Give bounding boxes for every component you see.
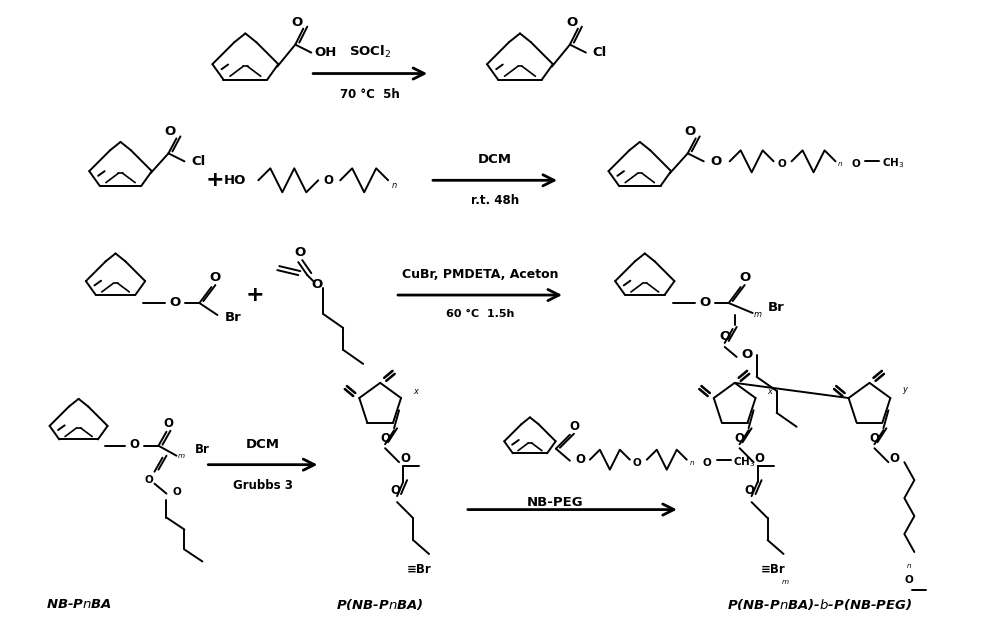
Text: O: O (312, 277, 323, 291)
Text: DCM: DCM (246, 438, 280, 451)
Text: O: O (210, 271, 221, 284)
Text: O: O (777, 159, 786, 170)
Text: $_x$: $_x$ (767, 384, 774, 398)
Text: O: O (170, 295, 181, 309)
Text: O: O (130, 438, 140, 451)
Text: O: O (400, 451, 410, 465)
Text: O: O (739, 271, 750, 284)
Text: r.t. 48h: r.t. 48h (471, 194, 519, 207)
Text: O: O (569, 420, 579, 433)
Text: O: O (295, 246, 306, 258)
Text: SOCl$_2$: SOCl$_2$ (349, 43, 391, 60)
Text: O: O (165, 125, 176, 138)
Text: O: O (745, 484, 755, 497)
Text: O: O (719, 330, 730, 344)
Text: CH$_3$: CH$_3$ (733, 455, 756, 469)
Text: O: O (380, 432, 390, 444)
Text: OH: OH (314, 46, 336, 59)
Text: $_m$: $_m$ (753, 307, 762, 319)
Text: HO: HO (224, 174, 247, 187)
Text: O: O (851, 159, 860, 170)
Text: O: O (699, 295, 710, 309)
Text: NB-PEG: NB-PEG (527, 496, 583, 509)
Text: O: O (735, 432, 745, 444)
Text: $_n$: $_n$ (391, 178, 398, 190)
Text: O: O (292, 16, 303, 29)
Text: NB-P$n$BA: NB-P$n$BA (46, 598, 112, 611)
Text: $_x$: $_x$ (413, 384, 420, 398)
Text: O: O (684, 125, 695, 138)
Text: $_n$: $_n$ (906, 561, 912, 571)
Text: $_y$: $_y$ (902, 384, 909, 398)
Text: P(NB-P$n$BA)-$b$-P(NB-PEG): P(NB-P$n$BA)-$b$-P(NB-PEG) (727, 597, 912, 612)
Text: Cl: Cl (191, 155, 206, 168)
Text: CH$_3$: CH$_3$ (882, 156, 905, 170)
Text: $_m$: $_m$ (781, 577, 790, 587)
Text: Cl: Cl (593, 46, 607, 59)
Text: O: O (710, 155, 721, 168)
Text: $_n$: $_n$ (689, 458, 695, 468)
Text: $_n$: $_n$ (837, 159, 844, 170)
Text: 60 °C  1.5h: 60 °C 1.5h (446, 309, 514, 319)
Text: O: O (905, 575, 914, 585)
Text: O: O (144, 474, 153, 485)
Text: O: O (172, 486, 181, 497)
Text: Br: Br (195, 443, 210, 456)
Text: O: O (889, 451, 899, 465)
Text: P(NB-P$n$BA): P(NB-P$n$BA) (336, 597, 424, 612)
Text: O: O (575, 453, 585, 466)
Text: O: O (632, 458, 641, 468)
Text: O: O (869, 432, 879, 444)
Text: DCM: DCM (478, 153, 512, 166)
Text: O: O (323, 174, 333, 187)
Text: ≡Br: ≡Br (407, 563, 431, 577)
Text: Grubbs 3: Grubbs 3 (233, 479, 293, 491)
Text: O: O (702, 458, 711, 468)
Text: O: O (741, 349, 752, 361)
Text: $_m$: $_m$ (177, 451, 186, 461)
Text: +: + (206, 170, 225, 190)
Text: O: O (566, 16, 578, 29)
Text: Br: Br (225, 311, 242, 323)
Text: 70 °C  5h: 70 °C 5h (340, 88, 400, 100)
Text: CuBr, PMDETA, Aceton: CuBr, PMDETA, Aceton (402, 268, 558, 281)
Text: O: O (755, 451, 765, 465)
Text: O: O (390, 484, 400, 497)
Text: ≡Br: ≡Br (761, 563, 786, 577)
Text: +: + (246, 285, 265, 305)
Text: O: O (163, 417, 173, 431)
Text: Br: Br (768, 300, 785, 314)
